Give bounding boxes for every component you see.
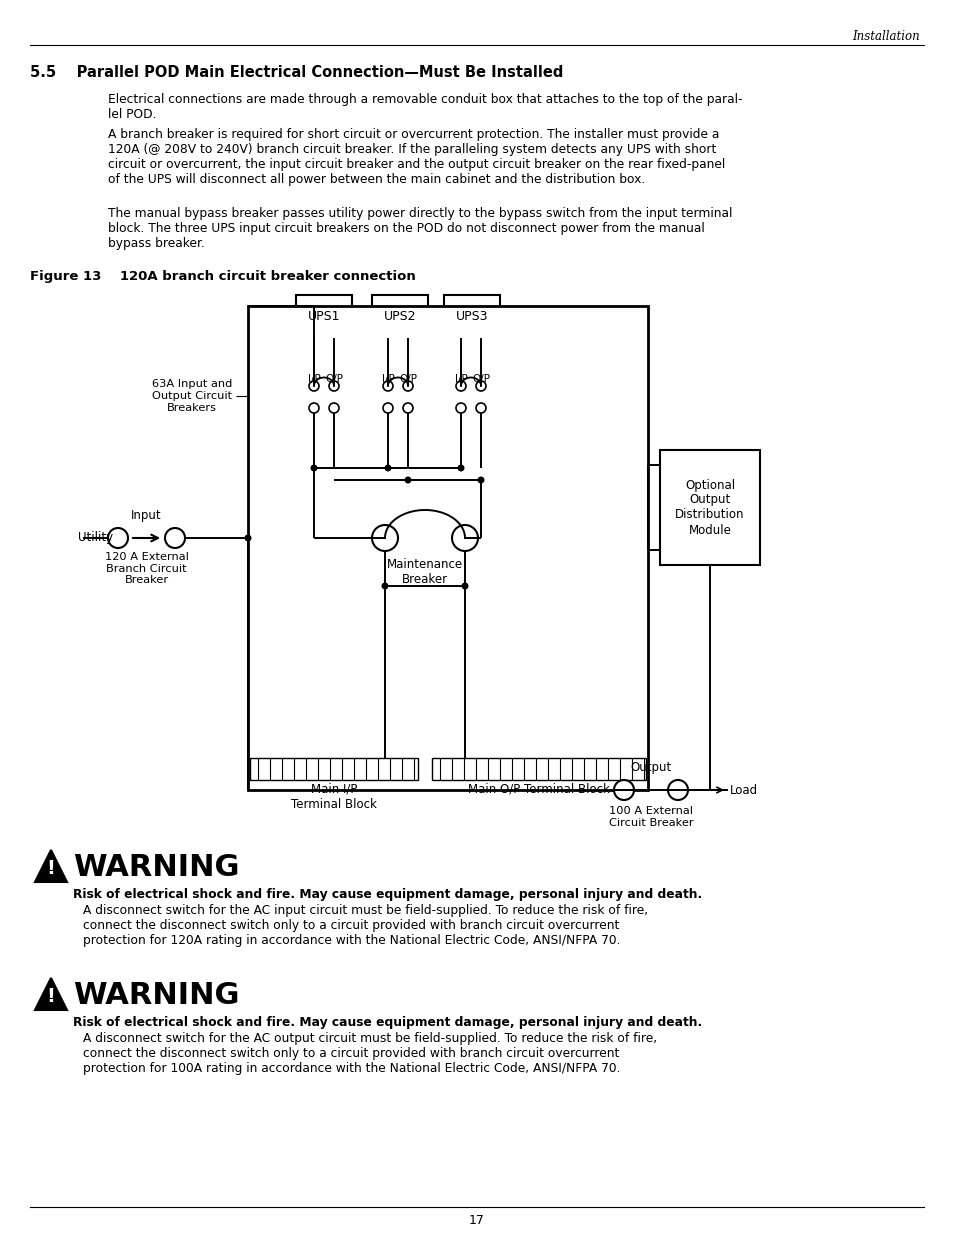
Bar (659, 450, 760, 564)
Text: I/P: I/P (307, 374, 320, 384)
Text: Utility: Utility (78, 531, 112, 545)
Text: WARNING: WARNING (73, 853, 239, 883)
Circle shape (614, 781, 634, 800)
Circle shape (461, 535, 468, 541)
Text: Load: Load (729, 783, 758, 797)
Text: Figure 13    120A branch circuit breaker connection: Figure 13 120A branch circuit breaker co… (30, 270, 416, 283)
Text: UPS2: UPS2 (383, 310, 416, 324)
Circle shape (456, 382, 465, 391)
Circle shape (372, 525, 397, 551)
Circle shape (329, 403, 338, 412)
Text: I/P: I/P (455, 374, 467, 384)
Circle shape (476, 403, 485, 412)
Circle shape (384, 464, 391, 472)
Circle shape (404, 477, 411, 483)
Circle shape (108, 529, 128, 548)
Circle shape (244, 535, 252, 541)
Text: Input: Input (132, 509, 162, 522)
Text: !: ! (47, 860, 55, 878)
Circle shape (452, 525, 477, 551)
Polygon shape (35, 850, 67, 882)
Text: I/P: I/P (381, 374, 394, 384)
Circle shape (382, 403, 393, 412)
Text: Output: Output (630, 761, 671, 774)
Text: O/P: O/P (398, 374, 416, 384)
Circle shape (310, 464, 317, 472)
Text: Main O/P Terminal Block: Main O/P Terminal Block (468, 783, 609, 797)
Text: The manual bypass breaker passes utility power directly to the bypass switch fro: The manual bypass breaker passes utility… (108, 207, 732, 249)
Text: 17: 17 (469, 1214, 484, 1226)
Circle shape (402, 403, 413, 412)
Circle shape (476, 382, 485, 391)
Circle shape (381, 583, 388, 589)
Text: A disconnect switch for the AC output circuit must be field-supplied. To reduce : A disconnect switch for the AC output ci… (83, 1032, 657, 1074)
Text: !: ! (47, 988, 55, 1007)
Text: A branch breaker is required for short circuit or overcurrent protection. The in: A branch breaker is required for short c… (108, 128, 724, 186)
Bar (432, 758, 645, 781)
Text: 120 A External
Branch Circuit
Breaker: 120 A External Branch Circuit Breaker (105, 552, 189, 585)
Text: O/P: O/P (472, 374, 490, 384)
Text: O/P: O/P (325, 374, 343, 384)
Circle shape (329, 382, 338, 391)
Text: 63A Input and
Output Circuit
Breakers: 63A Input and Output Circuit Breakers (152, 379, 232, 412)
Polygon shape (35, 978, 67, 1010)
Bar (248, 306, 647, 790)
Text: WARNING: WARNING (73, 982, 239, 1010)
Text: UPS1: UPS1 (308, 310, 340, 324)
Circle shape (477, 477, 484, 483)
Circle shape (461, 583, 468, 589)
Text: 5.5    Parallel POD Main Electrical Connection—Must Be Installed: 5.5 Parallel POD Main Electrical Connect… (30, 65, 563, 80)
Circle shape (381, 535, 388, 541)
Bar (295, 295, 352, 338)
Bar (250, 758, 417, 781)
Circle shape (382, 382, 393, 391)
Bar (372, 295, 428, 338)
Text: Risk of electrical shock and fire. May cause equipment damage, personal injury a: Risk of electrical shock and fire. May c… (73, 1016, 701, 1029)
Circle shape (667, 781, 687, 800)
Circle shape (165, 529, 185, 548)
Text: Maintenance
Breaker: Maintenance Breaker (387, 558, 462, 585)
Text: 100 A External
Circuit Breaker: 100 A External Circuit Breaker (608, 806, 693, 827)
Circle shape (402, 382, 413, 391)
Text: Electrical connections are made through a removable conduit box that attaches to: Electrical connections are made through … (108, 93, 741, 121)
Text: A disconnect switch for the AC input circuit must be field-supplied. To reduce t: A disconnect switch for the AC input cir… (83, 904, 647, 947)
Circle shape (309, 382, 318, 391)
Circle shape (309, 403, 318, 412)
Text: Optional
Output
Distribution
Module: Optional Output Distribution Module (675, 478, 744, 536)
Text: Main I/P
Terminal Block: Main I/P Terminal Block (291, 783, 376, 811)
Circle shape (457, 464, 464, 472)
Text: Installation: Installation (851, 30, 919, 42)
Circle shape (456, 403, 465, 412)
Text: UPS3: UPS3 (456, 310, 488, 324)
Bar (443, 295, 499, 338)
Text: Risk of electrical shock and fire. May cause equipment damage, personal injury a: Risk of electrical shock and fire. May c… (73, 888, 701, 902)
